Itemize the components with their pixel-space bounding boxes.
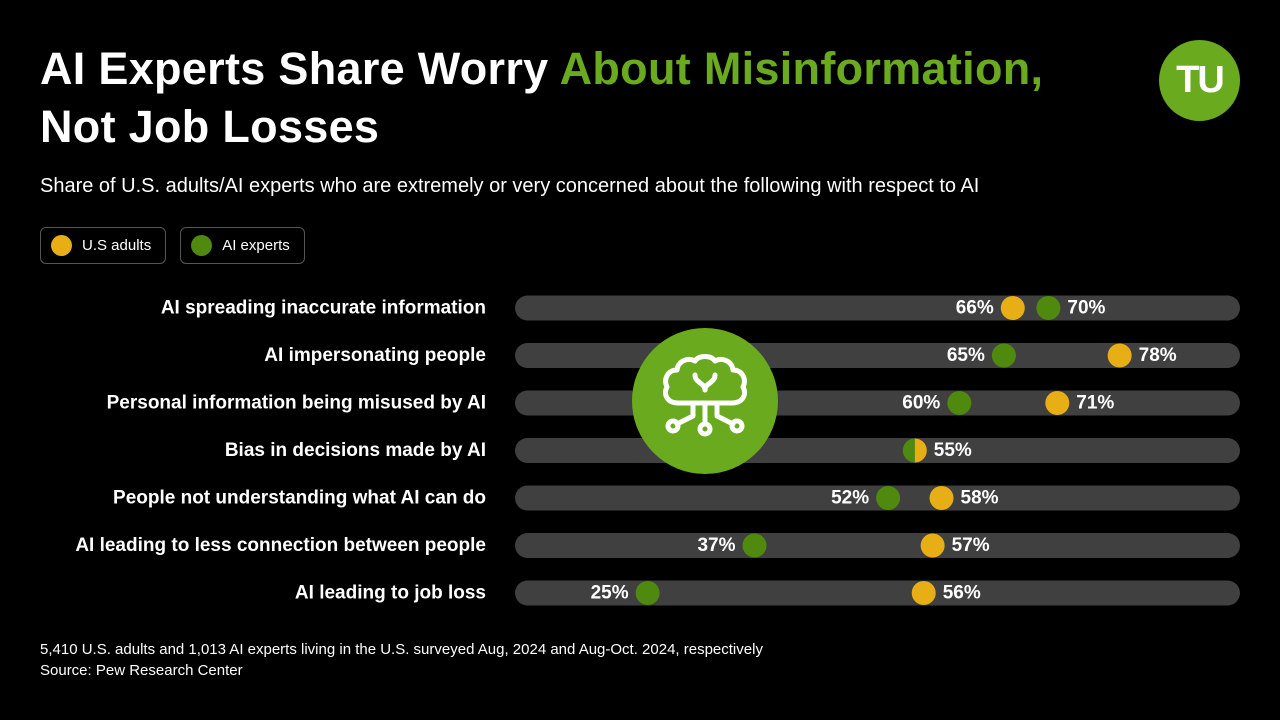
track-bar: [515, 438, 1240, 463]
us-adults-value-label: 78%: [1139, 345, 1177, 366]
category-label: AI spreading inaccurate information: [161, 298, 486, 319]
footnote-survey: 5,410 U.S. adults and 1,013 AI experts l…: [40, 641, 763, 658]
legend-label-us-adults: U.S adults: [82, 237, 152, 254]
ai-experts-value-label: 65%: [947, 345, 985, 366]
category-label: Personal information being misused by AI: [107, 393, 486, 414]
ai-experts-value-label: 25%: [591, 583, 629, 604]
us-adults-value-label: 66%: [956, 298, 994, 319]
us-adults-point: [920, 533, 945, 558]
ai-experts-value-label: 52%: [831, 488, 869, 509]
ai-experts-point: [902, 438, 915, 463]
legend-item-us-adults: U.S adults: [40, 227, 167, 264]
tu-logo: TU: [1159, 40, 1240, 121]
track-bar: [515, 533, 1240, 558]
footnote: 5,410 U.S. adults and 1,013 AI experts l…: [40, 639, 763, 681]
us-adults-point: [929, 486, 954, 510]
footnote-source: Source: Pew Research Center: [40, 662, 243, 679]
category-label: AI leading to job loss: [295, 583, 486, 604]
ai-experts-swatch: [191, 235, 213, 256]
category-label: AI leading to less connection between pe…: [75, 535, 486, 556]
page-title: AI Experts Share Worry About Misinformat…: [40, 40, 1043, 156]
ai-experts-point: [1036, 296, 1061, 320]
track-bar: [515, 295, 1240, 321]
ai-experts-value-label: 37%: [697, 535, 735, 556]
shared-value-label: 55%: [934, 440, 972, 461]
us-adults-point: [1000, 296, 1025, 320]
ai-experts-point: [876, 486, 901, 510]
ai-experts-point: [742, 533, 767, 558]
us-adults-value-label: 58%: [961, 488, 999, 509]
category-label: People not understanding what AI can do: [113, 488, 486, 509]
brain-circuit-icon: [632, 328, 778, 474]
legend-label-ai-experts: AI experts: [222, 237, 290, 254]
ai-experts-point: [635, 581, 660, 605]
title-part-2: Not Job Losses: [40, 101, 380, 152]
category-label: Bias in decisions made by AI: [225, 440, 486, 461]
us-adults-value-label: 71%: [1076, 393, 1114, 414]
track-bar: [515, 390, 1240, 416]
us-adults-point: [911, 581, 936, 605]
legend: U.S adults AI experts: [40, 227, 305, 264]
chart-subtitle: Share of U.S. adults/AI experts who are …: [40, 175, 980, 197]
us-adults-point: [1045, 391, 1070, 415]
logo-text: TU: [1176, 59, 1225, 101]
us-adults-point: [914, 438, 927, 463]
ai-experts-value-label: 70%: [1067, 298, 1105, 319]
us-adults-swatch: [51, 235, 72, 256]
us-adults-value-label: 56%: [943, 583, 981, 604]
us-adults-value-label: 57%: [952, 535, 990, 556]
category-label: AI impersonating people: [264, 345, 486, 366]
ai-experts-point: [991, 343, 1016, 368]
ai-experts-value-label: 60%: [902, 393, 940, 414]
us-adults-point: [1107, 343, 1132, 368]
title-accent: About Misinformation,: [559, 43, 1044, 94]
title-part-1: AI Experts Share Worry: [40, 43, 560, 94]
ai-experts-point: [947, 391, 972, 415]
track-bar: [515, 580, 1240, 606]
legend-item-ai-experts: AI experts: [180, 227, 305, 264]
